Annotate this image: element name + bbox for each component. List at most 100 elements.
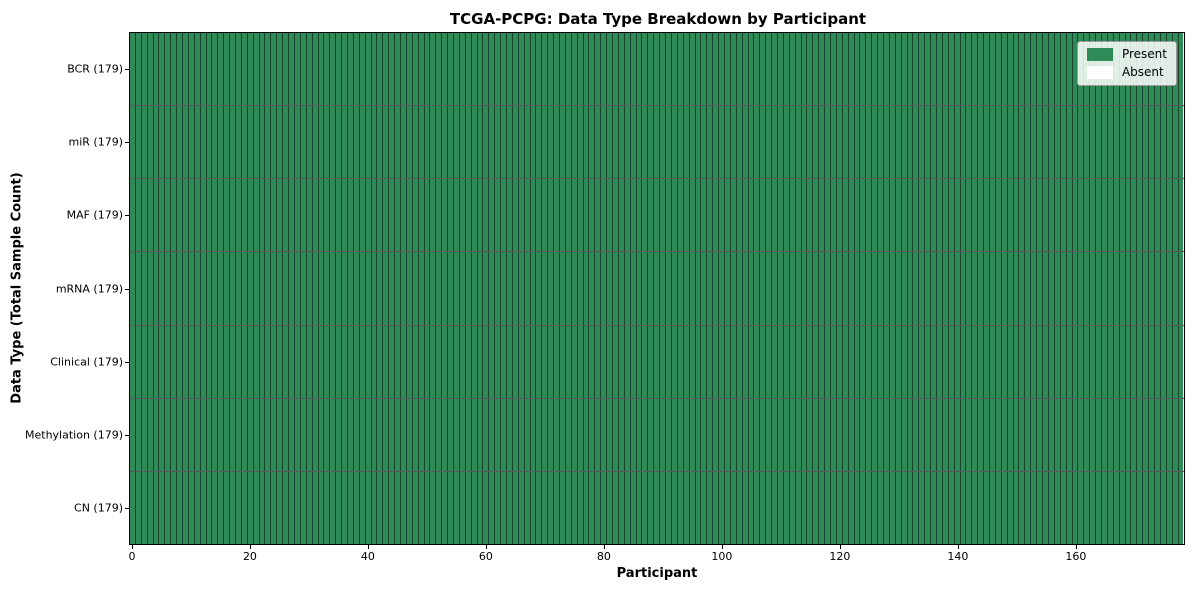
heatmap-cell <box>819 398 826 471</box>
heatmap-cell <box>571 33 578 106</box>
heatmap-cell <box>147 398 154 471</box>
heatmap-cell <box>636 398 643 471</box>
heatmap-cell <box>677 471 684 544</box>
heatmap-cell <box>259 33 266 106</box>
heatmap-cell <box>430 33 437 106</box>
heatmap-cell <box>1166 325 1173 398</box>
heatmap-cell <box>807 471 814 544</box>
heatmap-cell <box>1172 179 1179 252</box>
heatmap-cell <box>925 325 932 398</box>
heatmap-cell <box>783 179 790 252</box>
heatmap-cell <box>165 471 172 544</box>
heatmap-cell <box>424 106 431 179</box>
heatmap-cell <box>395 252 401 325</box>
heatmap-cell <box>571 471 578 544</box>
heatmap-cell <box>889 471 896 544</box>
heatmap-cell <box>860 179 867 252</box>
heatmap-cell <box>607 471 614 544</box>
heatmap-cell <box>695 106 702 179</box>
heatmap-cell <box>241 33 248 106</box>
heatmap-cell <box>1048 398 1055 471</box>
heatmap-cell <box>1084 252 1091 325</box>
legend-label: Absent <box>1121 65 1164 79</box>
heatmap-cell <box>1060 106 1067 179</box>
heatmap-cell <box>1101 398 1108 471</box>
heatmap-cell <box>483 179 490 252</box>
heatmap-cell <box>754 325 761 398</box>
heatmap-cell <box>954 325 961 398</box>
heatmap-cell <box>1007 471 1014 544</box>
heatmap-cell <box>218 398 225 471</box>
heatmap-cell <box>1048 471 1055 544</box>
heatmap-cell <box>389 33 396 106</box>
heatmap-cell <box>660 398 667 471</box>
heatmap-cell <box>542 471 549 544</box>
heatmap-cell <box>642 106 649 179</box>
y-tick-label-maf: MAF (179) <box>66 208 123 222</box>
heatmap-cell <box>713 398 720 471</box>
heatmap-cell <box>795 106 802 179</box>
heatmap-cell <box>748 398 755 471</box>
heatmap-cell <box>1149 398 1155 471</box>
heatmap-cell <box>1043 179 1049 252</box>
heatmap-cell <box>253 33 260 106</box>
heatmap-cell <box>807 325 814 398</box>
heatmap-cell <box>183 179 189 252</box>
heatmap-cell <box>990 179 996 252</box>
heatmap-cell <box>1048 325 1055 398</box>
heatmap-cell <box>395 398 401 471</box>
heatmap-cell <box>571 252 578 325</box>
heatmap-cell <box>312 33 319 106</box>
heatmap-cell <box>860 398 867 471</box>
heatmap-cell <box>889 179 896 252</box>
heatmap-cell <box>701 252 708 325</box>
heatmap-cell <box>1043 106 1049 179</box>
heatmap-cell <box>819 179 826 252</box>
heatmap-cell <box>395 471 401 544</box>
heatmap-cell <box>984 33 991 106</box>
heatmap-cell <box>289 179 295 252</box>
heatmap-cell <box>206 179 213 252</box>
heatmap-cell <box>312 325 319 398</box>
heatmap-cell <box>995 106 1002 179</box>
heatmap-cell <box>942 398 949 471</box>
heatmap-cell <box>960 398 967 471</box>
heatmap-cell <box>277 471 284 544</box>
heatmap-cell <box>848 33 855 106</box>
heatmap-cell <box>560 252 566 325</box>
heatmap-cell <box>736 398 743 471</box>
heatmap-cell <box>141 179 148 252</box>
heatmap-cell <box>436 325 443 398</box>
heatmap-cell <box>436 252 443 325</box>
heatmap-cell <box>878 325 884 398</box>
heatmap-cell <box>571 179 578 252</box>
heatmap-cell <box>530 398 537 471</box>
heatmap-cell <box>860 252 867 325</box>
heatmap-cell <box>689 179 696 252</box>
heatmap-cell <box>701 471 708 544</box>
heatmap-cell <box>271 325 278 398</box>
heatmap-cell <box>483 325 490 398</box>
heatmap-cell <box>518 33 525 106</box>
heatmap-cell <box>453 179 460 252</box>
heatmap-cell <box>400 471 407 544</box>
heatmap-cell <box>1143 398 1150 471</box>
heatmap-cell <box>1096 106 1102 179</box>
heatmap-cell <box>801 179 808 252</box>
heatmap-cell <box>1137 471 1144 544</box>
heatmap-cell <box>648 33 655 106</box>
heatmap-cell <box>984 106 991 179</box>
heatmap-cell <box>595 33 602 106</box>
heatmap-cell <box>666 398 672 471</box>
heatmap-cell <box>689 252 696 325</box>
heatmap-cell <box>995 398 1002 471</box>
heatmap-cell <box>371 325 378 398</box>
heatmap-cell <box>654 471 661 544</box>
heatmap-cell <box>1072 179 1079 252</box>
heatmap-cell <box>884 179 890 252</box>
heatmap-cell <box>984 471 991 544</box>
heatmap-cell <box>1084 179 1091 252</box>
heatmap-cell <box>465 106 472 179</box>
heatmap-cell <box>1131 471 1138 544</box>
heatmap-cell <box>406 106 413 179</box>
